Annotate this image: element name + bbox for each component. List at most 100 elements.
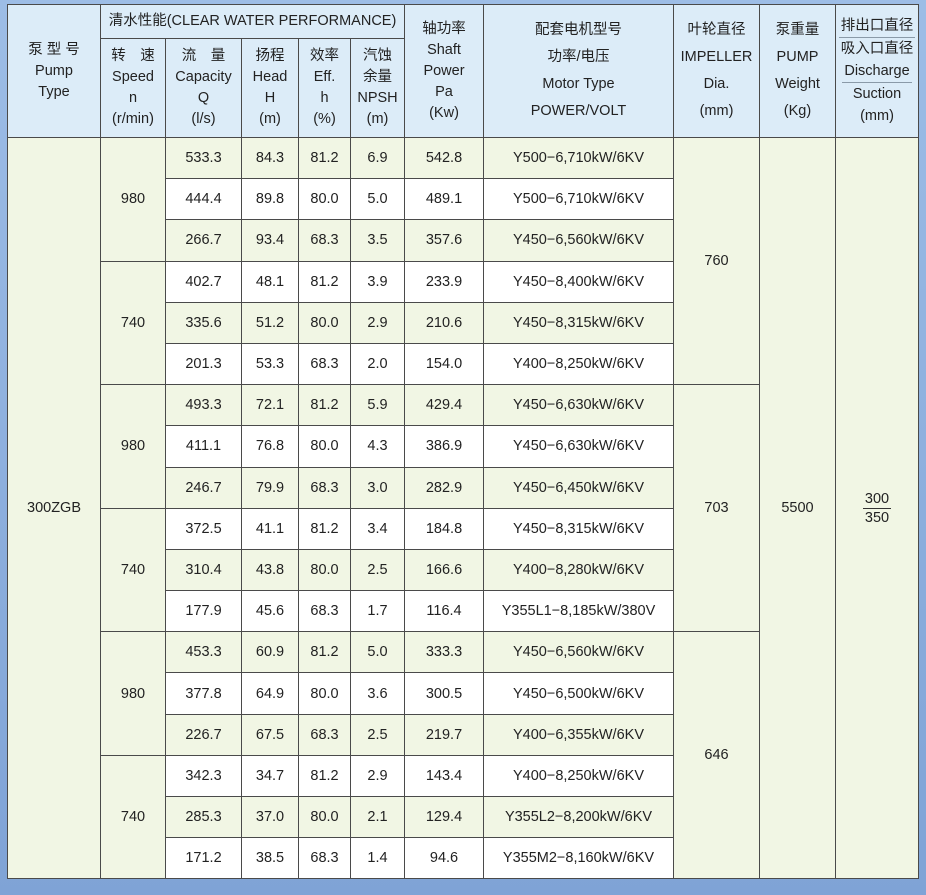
motor-cell: Y450−6,560kW/6KV	[483, 219, 674, 262]
header-text: Pump	[35, 62, 73, 79]
impeller-cell: 760	[673, 136, 760, 386]
shaft-power-cell: 386.9	[404, 425, 484, 468]
efficiency-cell: 68.3	[298, 466, 351, 509]
head-cell: 93.4	[241, 219, 299, 262]
header-text: PUMP	[776, 49, 819, 65]
header-text: 效率	[310, 48, 339, 64]
capacity-cell: 372.5	[165, 507, 242, 550]
header-port: 排出口直径 吸入口直径 Discharge Suction (mm)	[835, 4, 919, 138]
npsh-cell: 6.9	[350, 136, 405, 180]
head-cell: 67.5	[241, 713, 299, 756]
header-text: n	[128, 90, 138, 106]
head-cell: 79.9	[241, 466, 299, 509]
shaft-power-cell: 129.4	[404, 795, 484, 839]
header-pump-type: 泵 型 号 Pump Type	[7, 4, 101, 138]
motor-cell: Y450−8,400kW/6KV	[483, 260, 674, 303]
capacity-cell: 533.3	[165, 136, 242, 180]
header-text: 泵 型 号	[28, 41, 80, 58]
head-cell: 60.9	[241, 631, 299, 674]
efficiency-cell: 80.0	[298, 795, 351, 839]
capacity-cell: 177.9	[165, 590, 242, 633]
table-row: 201.3 53.3 68.3 2.0 154.0 Y400−8,250kW/6KV	[8, 342, 919, 386]
shaft-power-cell: 357.6	[404, 219, 484, 262]
motor-cell: Y450−6,450kW/6KV	[483, 466, 674, 509]
efficiency-cell: 80.0	[298, 178, 351, 221]
shaft-power-cell: 233.9	[404, 260, 484, 303]
efficiency-cell: 68.3	[298, 590, 351, 633]
head-cell: 64.9	[241, 672, 299, 715]
efficiency-cell: 80.0	[298, 301, 351, 344]
suction-diameter: 350	[864, 509, 890, 526]
shaft-power-cell: 154.0	[404, 342, 484, 386]
table-row: 177.9 45.6 68.3 1.7 116.4 Y355L1−8,185kW/380V	[8, 590, 919, 633]
head-cell: 38.5	[241, 837, 299, 880]
header-text: (mm)	[860, 108, 894, 124]
speed-cell: 980	[100, 384, 166, 509]
npsh-cell: 2.9	[350, 754, 405, 798]
efficiency-cell: 81.2	[298, 260, 351, 303]
efficiency-cell: 80.0	[298, 548, 351, 592]
shaft-power-cell: 219.7	[404, 713, 484, 756]
capacity-cell: 285.3	[165, 795, 242, 839]
head-cell: 43.8	[241, 548, 299, 592]
header-text: Capacity	[175, 69, 232, 85]
port-cell: 300 350	[835, 136, 919, 880]
capacity-cell: 335.6	[165, 301, 242, 344]
npsh-cell: 2.5	[350, 713, 405, 756]
header-text: Dia.	[703, 76, 730, 92]
head-cell: 76.8	[241, 425, 299, 468]
header-head: 扬程 Head H (m)	[241, 38, 299, 138]
head-cell: 48.1	[241, 260, 299, 303]
capacity-cell: 226.7	[165, 713, 242, 756]
efficiency-cell: 68.3	[298, 342, 351, 386]
head-cell: 41.1	[241, 507, 299, 550]
capacity-cell: 266.7	[165, 219, 242, 262]
header-text: 配套电机型号	[535, 22, 622, 38]
npsh-cell: 5.0	[350, 178, 405, 221]
header-text: (Kg)	[783, 103, 812, 119]
table-row: 740 372.5 41.1 81.2 3.4 184.8 Y450−8,315kW/6KV	[8, 507, 919, 633]
pump-type-cell: 300ZGB	[7, 136, 101, 880]
table-row: 171.2 38.5 68.3 1.4 94.6 Y355M2−8,160kW/6KV	[8, 837, 919, 880]
header-capacity: 流 量 Capacity Q (l/s)	[165, 38, 242, 138]
discharge-diameter: 300	[862, 490, 892, 509]
efficiency-cell: 68.3	[298, 837, 351, 880]
speed-cell: 980	[100, 631, 166, 756]
header-impeller: 叶轮直径 IMPELLER Dia. (mm)	[673, 4, 760, 138]
npsh-cell: 3.9	[350, 260, 405, 303]
speed-cell: 740	[100, 754, 166, 880]
capacity-cell: 201.3	[165, 342, 242, 386]
header-speed: 转 速 Speed n (r/min)	[100, 38, 166, 138]
header-text: Pa	[435, 83, 453, 100]
motor-cell: Y355L2−8,200kW/6KV	[483, 795, 674, 839]
capacity-cell: 493.3	[165, 384, 242, 427]
npsh-cell: 1.7	[350, 590, 405, 633]
header-text: IMPELLER	[680, 49, 753, 65]
motor-cell: Y500−6,710kW/6KV	[483, 178, 674, 221]
motor-cell: Y400−8,250kW/6KV	[483, 754, 674, 798]
table-body: 300ZGB 980 533.3 84.3 81.2 6.9 542.8 Y500−6,710…	[7, 136, 919, 880]
header-text: Speed	[112, 69, 154, 85]
head-cell: 45.6	[241, 590, 299, 633]
header-text: (m)	[366, 111, 389, 127]
table-row: 444.4 89.8 80.0 5.0 489.1 Y500−6,710kW/6KV	[8, 178, 919, 221]
npsh-cell: 1.4	[350, 837, 405, 880]
header-text: Motor Type	[542, 76, 615, 92]
header-text: Eff.	[313, 69, 336, 85]
npsh-cell: 5.9	[350, 384, 405, 427]
capacity-cell: 402.7	[165, 260, 242, 303]
head-cell: 37.0	[241, 795, 299, 839]
header-weight: 泵重量 PUMP Weight (Kg)	[759, 4, 836, 138]
efficiency-cell: 81.2	[298, 631, 351, 674]
npsh-cell: 3.5	[350, 219, 405, 262]
motor-cell: Y400−8,280kW/6KV	[483, 548, 674, 592]
header-text: 叶轮直径	[687, 22, 746, 38]
impeller-cell: 703	[673, 384, 760, 633]
impeller-cell: 646	[673, 631, 760, 880]
motor-cell: Y450−8,315kW/6KV	[483, 301, 674, 344]
header-text: POWER/VOLT	[530, 103, 627, 119]
header-text: 泵重量	[775, 22, 820, 38]
header-text: (r/min)	[112, 111, 154, 127]
header-text: 扬程	[255, 48, 285, 64]
npsh-cell: 2.9	[350, 301, 405, 344]
